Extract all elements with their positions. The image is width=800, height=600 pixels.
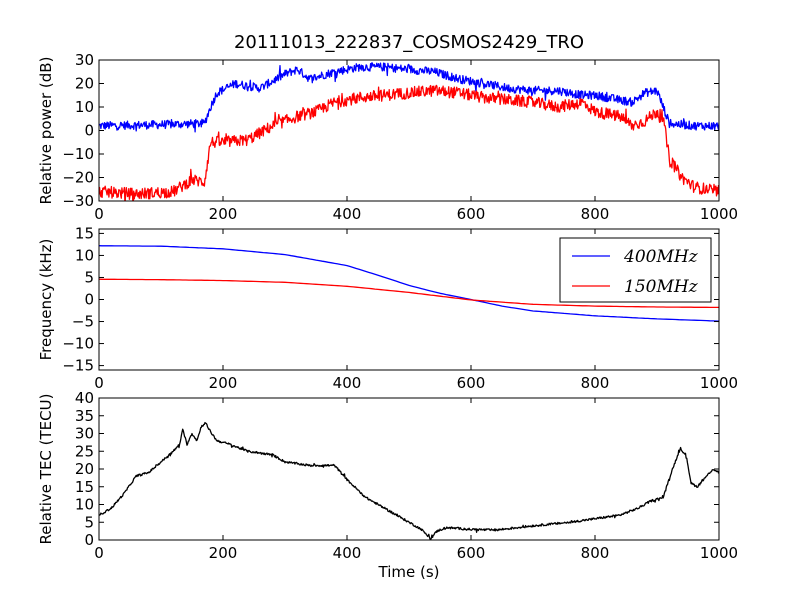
x-tick-label: 400 — [333, 544, 362, 562]
x-tick-label: 200 — [209, 374, 238, 392]
x-tick-label: 400 — [333, 205, 362, 223]
y-tick-label: 0 — [84, 531, 94, 549]
y-tick-label: 35 — [75, 407, 94, 425]
x-tick-label: 600 — [457, 205, 486, 223]
x-tick-label: 600 — [457, 374, 486, 392]
y-tick-label: −20 — [62, 169, 94, 187]
series-line-power-1 — [99, 84, 719, 201]
subplot-frequency: 0 200 400 600 800 1000 15 10 5 0 −5 −10 −15 Frequency… — [37, 224, 738, 392]
y-axis-label-frequency: Frequency (kHz) — [37, 239, 55, 361]
y-tick-label: 5 — [84, 513, 94, 531]
y-tick-label: −5 — [72, 313, 94, 331]
x-tick-label: 1000 — [700, 544, 738, 562]
x-tick-label: 800 — [581, 205, 610, 223]
series-line-frequency-1 — [99, 278, 719, 309]
legend-label: 150MHz — [624, 277, 699, 297]
series-line-power-0 — [99, 62, 719, 133]
x-tick-label: 0 — [94, 205, 104, 223]
subplots: 0 200 400 600 800 10003020100−10−20−30Relativ… — [37, 51, 738, 562]
legend-box — [559, 237, 712, 303]
plot-area — [98, 397, 720, 541]
subplot-power: 0 200 400 600 800 1000 30 20 10 0 −10 −20 −30 Relativ… — [37, 51, 738, 223]
y-tick-label: 5 — [84, 268, 94, 286]
chart-title: 20111013_222837_COSMOS2429_TRO — [234, 32, 584, 53]
x-tick-label: 400 — [333, 374, 362, 392]
x-tick-label: 800 — [581, 374, 610, 392]
x-axis-label: Time (s) — [378, 563, 440, 581]
y-tick-label: 15 — [75, 224, 94, 242]
y-tick-label: 15 — [75, 478, 94, 496]
x-tick-label: 600 — [457, 544, 486, 562]
y-tick-label: −15 — [62, 357, 94, 375]
series-line-tec-0 — [99, 421, 719, 540]
legend-label: 400MHz — [623, 247, 699, 267]
y-tick-label: 0 — [84, 122, 94, 140]
x-tick-label: 200 — [209, 544, 238, 562]
x-tick-label: 1000 — [700, 205, 738, 223]
x-tick-label: 200 — [209, 205, 238, 223]
y-axis-label-power: Relative power (dB) — [37, 57, 55, 205]
y-tick-label: 10 — [75, 496, 94, 514]
y-tick-label: 30 — [75, 425, 94, 443]
y-tick-label: 10 — [75, 246, 94, 264]
series-line-frequency-0 — [99, 245, 719, 322]
y-tick-label: 20 — [75, 75, 94, 93]
y-tick-label: −10 — [62, 335, 94, 353]
y-tick-label: 25 — [75, 442, 94, 460]
y-tick-label: −30 — [62, 192, 94, 210]
x-tick-label: 800 — [581, 544, 610, 562]
y-axis-label-tec: Relative TEC (TECU) — [37, 394, 55, 545]
series-group — [99, 62, 719, 201]
y-tick-label: 10 — [75, 98, 94, 116]
series-group — [99, 245, 719, 322]
legend: 400MHz 150MHz — [559, 237, 712, 303]
series-group — [99, 421, 719, 540]
y-tick-label: 40 — [75, 389, 94, 407]
y-tick-label: 0 — [84, 291, 94, 309]
y-tick-label: 20 — [75, 460, 94, 478]
x-tick-label: 0 — [94, 544, 104, 562]
y-tick-label: 30 — [75, 51, 94, 69]
x-tick-label: 0 — [94, 374, 104, 392]
plot-area — [98, 59, 720, 202]
y-tick-label: −10 — [62, 145, 94, 163]
x-tick-label: 1000 — [700, 374, 738, 392]
